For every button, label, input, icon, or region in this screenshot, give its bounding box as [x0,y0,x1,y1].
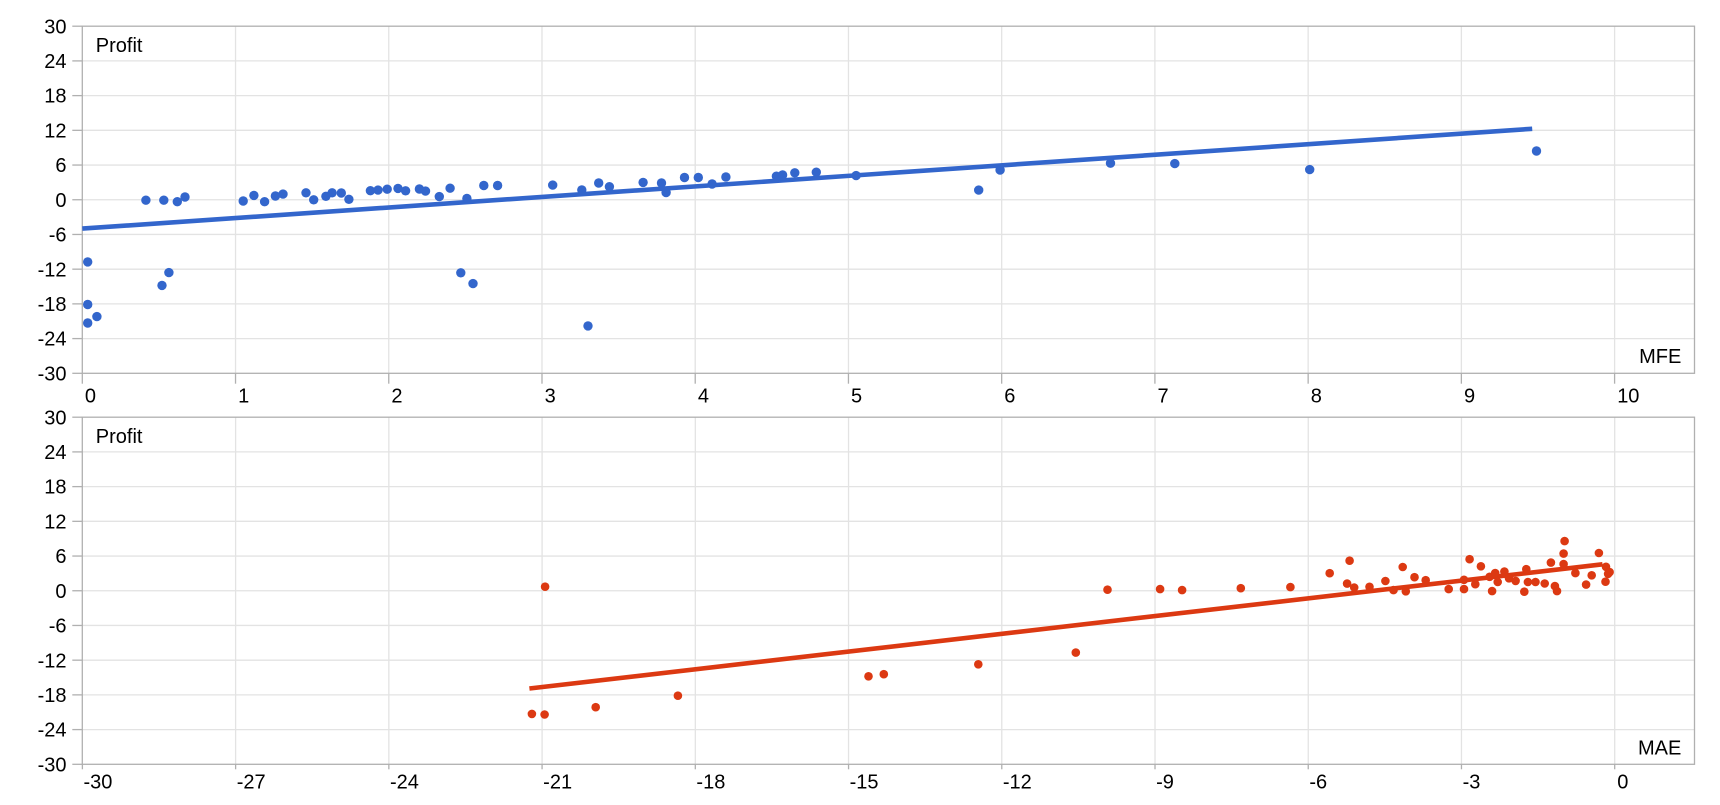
svg-text:Profit: Profit [96,35,143,57]
svg-text:6: 6 [55,546,66,568]
svg-text:MFE: MFE [1639,346,1681,368]
svg-text:-6: -6 [1309,772,1327,794]
svg-text:30: 30 [44,16,66,38]
svg-text:12: 12 [44,511,66,533]
svg-text:-3: -3 [1463,772,1481,794]
svg-text:5: 5 [851,386,862,408]
svg-text:-30: -30 [38,754,67,776]
svg-text:-18: -18 [696,772,725,794]
svg-text:-24: -24 [38,329,67,351]
svg-text:-15: -15 [850,772,879,794]
svg-text:0: 0 [85,386,96,408]
svg-text:-18: -18 [38,685,67,707]
svg-text:8: 8 [1311,386,1322,408]
svg-text:-21: -21 [543,772,572,794]
svg-text:24: 24 [44,442,66,464]
svg-text:-12: -12 [1003,772,1032,794]
svg-text:9: 9 [1464,386,1475,408]
svg-text:-6: -6 [49,616,67,638]
svg-text:-30: -30 [83,772,112,794]
svg-text:4: 4 [698,386,709,408]
svg-text:-12: -12 [38,259,67,281]
svg-text:-27: -27 [237,772,266,794]
svg-text:2: 2 [391,386,402,408]
svg-text:0: 0 [55,581,66,603]
svg-text:18: 18 [44,477,66,499]
svg-text:6: 6 [1004,386,1015,408]
svg-text:24: 24 [44,51,66,73]
svg-text:18: 18 [44,86,66,108]
svg-text:1: 1 [238,386,249,408]
svg-text:3: 3 [545,386,556,408]
svg-text:-9: -9 [1156,772,1174,794]
svg-text:30: 30 [44,407,66,429]
svg-text:0: 0 [1617,772,1628,794]
svg-text:-30: -30 [38,363,67,385]
svg-text:-12: -12 [38,650,67,672]
svg-text:0: 0 [55,190,66,212]
svg-text:-18: -18 [38,294,67,316]
svg-text:Profit: Profit [96,426,143,448]
svg-text:6: 6 [55,155,66,177]
svg-text:-6: -6 [49,225,67,247]
svg-text:10: 10 [1617,386,1639,408]
svg-text:MAE: MAE [1638,737,1681,759]
svg-text:-24: -24 [38,720,67,742]
svg-text:-24: -24 [390,772,419,794]
svg-text:12: 12 [44,120,66,142]
svg-text:7: 7 [1158,386,1169,408]
